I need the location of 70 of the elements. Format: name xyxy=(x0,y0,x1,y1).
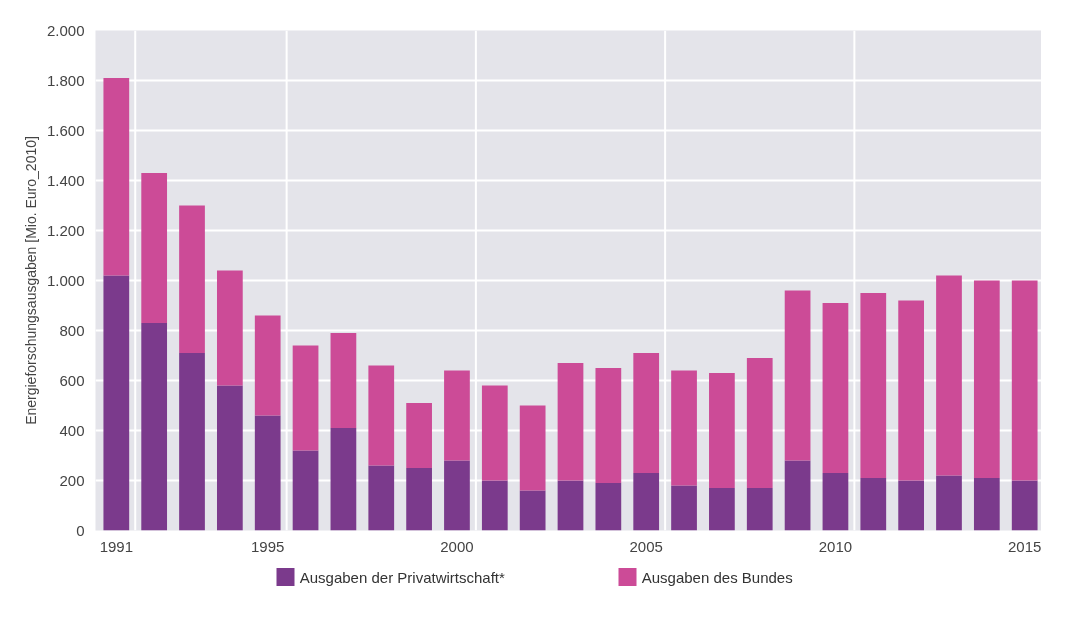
y-tick-label: 2.000 xyxy=(46,21,85,39)
bar xyxy=(671,370,697,486)
bar xyxy=(746,488,773,531)
bar xyxy=(898,300,925,481)
bar xyxy=(860,478,887,531)
bar xyxy=(633,353,660,473)
bar xyxy=(216,385,243,531)
y-tick-label: 1.800 xyxy=(46,71,85,89)
x-tick-label: 2010 xyxy=(818,537,853,555)
bar xyxy=(292,345,319,451)
bar xyxy=(481,480,508,531)
y-tick-label: 1.000 xyxy=(46,271,85,289)
bar xyxy=(103,78,130,276)
bar xyxy=(709,373,735,488)
bar xyxy=(519,490,546,531)
x-tick-label: 2015 xyxy=(1008,537,1042,555)
y-tick-label: 1.600 xyxy=(46,121,85,139)
bar xyxy=(784,460,811,531)
legend-label: Ausgaben des Bundes xyxy=(641,568,793,586)
bar xyxy=(406,403,432,468)
bar xyxy=(557,480,584,531)
x-tick-label: 1991 xyxy=(99,537,134,555)
bar xyxy=(595,368,622,483)
bar xyxy=(368,465,395,531)
bar xyxy=(330,428,357,531)
bar xyxy=(784,290,811,461)
y-tick-label: 1.400 xyxy=(46,171,85,189)
x-tick-label: 2005 xyxy=(629,537,663,555)
bar xyxy=(179,353,205,531)
bar xyxy=(330,333,357,428)
bar xyxy=(254,315,281,416)
bar xyxy=(936,475,962,531)
bar xyxy=(822,303,849,473)
bar xyxy=(519,405,546,491)
x-tick-label: 2000 xyxy=(440,537,474,555)
bar xyxy=(557,363,584,481)
bar xyxy=(444,460,470,531)
bar xyxy=(973,280,1000,478)
bar xyxy=(860,293,887,478)
y-tick-label: 400 xyxy=(59,421,85,439)
y-axis-title: Energieforschungsausgaben [Mio. Euro_2010] xyxy=(22,136,39,425)
bar xyxy=(368,365,395,466)
bar xyxy=(936,275,962,476)
bar xyxy=(709,488,735,531)
bar xyxy=(595,483,622,531)
y-tick-label: 200 xyxy=(59,471,85,489)
bar xyxy=(898,480,925,531)
bar xyxy=(292,450,319,531)
bar xyxy=(141,323,168,531)
bar xyxy=(973,478,1000,531)
bar xyxy=(1011,480,1038,531)
bar xyxy=(141,173,168,323)
y-tick-label: 800 xyxy=(59,321,85,339)
bar xyxy=(103,275,130,531)
bar xyxy=(671,485,697,531)
x-tick-label: 1995 xyxy=(251,537,285,555)
bar xyxy=(216,270,243,386)
bar xyxy=(444,370,470,461)
bar xyxy=(1011,280,1038,481)
bar xyxy=(406,468,432,531)
bar xyxy=(746,358,773,488)
bar xyxy=(633,473,660,531)
bar xyxy=(254,415,281,531)
y-tick-label: 0 xyxy=(76,521,85,539)
legend-label: Ausgaben der Privatwirtschaft* xyxy=(299,568,506,586)
y-tick-label: 1.200 xyxy=(46,221,85,239)
bar xyxy=(822,473,849,531)
bar xyxy=(481,385,508,481)
bar xyxy=(179,205,205,353)
y-tick-label: 600 xyxy=(59,371,85,389)
